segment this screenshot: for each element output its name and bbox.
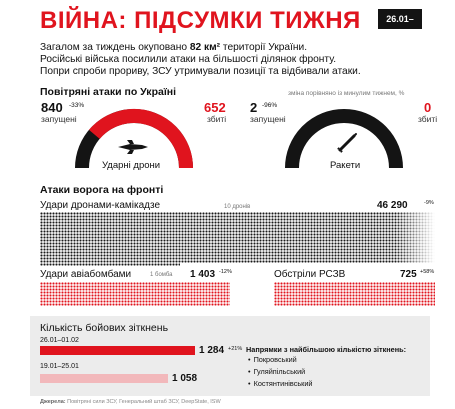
intro-line-3: Попри спроби прориву, ЗСУ утримували поз… (40, 66, 361, 77)
intro-line-1-post: території України. (220, 42, 308, 53)
mlrs-label: Обстріли РСЗВ (274, 269, 346, 280)
missiles-launched-value: 2 (250, 100, 258, 115)
drones-launched-label: запущені (41, 114, 77, 124)
direction-item: Костянтинівський (248, 379, 313, 388)
kamikaze-label: Удари дронами-камікадзе (40, 200, 161, 211)
aviabombs-label: Удари авіабомбами (40, 269, 132, 280)
clashes-previous-bar (40, 374, 168, 383)
drones-shot-value: 652 (204, 100, 226, 115)
aviabombs-dot-grid (40, 282, 230, 306)
intro-line-1: Загалом за тиждень окуповано 82 км² тери… (40, 42, 440, 54)
missiles-launched-label: запущені (250, 114, 286, 124)
source-text: Повітряні сили ЗСУ, Генеральний штаб ЗСУ… (65, 399, 221, 405)
clashes-title: Кількість бойових зіткнень (40, 322, 169, 334)
drone-icon (118, 140, 148, 154)
intro-line-2: Російські війська посилили атаки на біль… (40, 54, 337, 65)
clashes-previous-period: 19.01–25.01 (40, 363, 79, 370)
date-badge: 26.01–01.02 (378, 9, 422, 44)
aviabombs-value: 1 403 (190, 269, 216, 280)
clashes-current-pct: +21% (228, 346, 243, 352)
clashes-current-bar (40, 346, 195, 355)
kamikaze-value: 46 290 (377, 200, 408, 211)
drones-shot-label: збиті (207, 114, 227, 124)
drones-gauge (75, 109, 193, 169)
missiles-launched-pct: -96% (262, 102, 278, 109)
clashes-current-value: 1 284 (199, 345, 225, 356)
kamikaze-pct: -9% (424, 200, 434, 206)
drones-launched-value: 840 (41, 100, 63, 115)
drones-gauge-shot-arc (89, 109, 193, 169)
direction-item: Покровський (248, 355, 297, 364)
missiles-gauge-track (285, 109, 403, 169)
aviabombs-pct: -12% (219, 269, 232, 275)
intro-line-1-pre: Загалом за тиждень окуповано (40, 42, 190, 53)
mlrs-pct: +58% (420, 269, 435, 275)
drones-launched-pct: -33% (69, 102, 85, 109)
source-note: Джерела: Повітряні сили ЗСУ, Генеральний… (40, 399, 221, 405)
compare-note: зміна порівняно із минулим тижнем, % (288, 90, 405, 97)
clashes-previous-value: 1 058 (172, 373, 198, 384)
intro-text: Загалом за тиждень окуповано 82 км² тери… (40, 42, 440, 78)
missiles-gauge-label: Ракети (330, 160, 361, 171)
air-attacks-title: Повітряні атаки по Україні (40, 86, 177, 98)
missiles-shot-label: збиті (418, 114, 438, 124)
kamikaze-unit-note: 10 дронів (224, 204, 251, 210)
missiles-gauge (285, 109, 403, 169)
clashes-current-period: 26.01–01.02 (40, 337, 79, 344)
direction-item: Гуляйпільський (248, 367, 306, 376)
front-attacks-title: Атаки ворога на фронті (40, 184, 164, 196)
drones-gauge-label: Ударні дрони (102, 160, 161, 171)
missiles-shot-value: 0 (424, 100, 432, 115)
directions-title: Напрямки з найбільшою кількістю зіткнень… (246, 345, 407, 354)
mlrs-dot-grid (274, 282, 435, 306)
kamikaze-dot-fade (395, 212, 435, 263)
intro-occupied-area: 82 км² (189, 42, 221, 53)
source-label: Джерела: (40, 399, 66, 405)
header: ВІЙНА: ПІДСУМКИ ТИЖНЯ 26.01–01.02 (0, 0, 455, 44)
missile-icon (337, 133, 357, 153)
mlrs-value: 725 (400, 269, 417, 280)
aviabombs-unit-note: 1 бомба (150, 272, 173, 278)
kamikaze-dot-grid-tail (40, 263, 180, 266)
page-title: ВІЙНА: ПІДСУМКИ ТИЖНЯ (40, 7, 361, 34)
kamikaze-dot-grid (40, 212, 435, 263)
